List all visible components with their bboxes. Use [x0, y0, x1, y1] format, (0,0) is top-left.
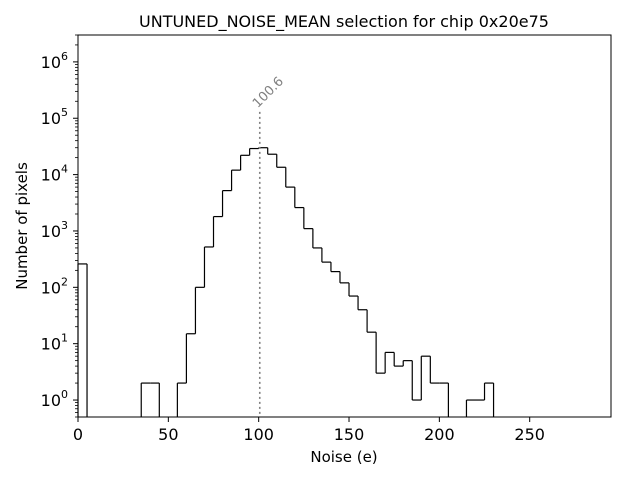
x-tick-label: 100: [243, 425, 274, 444]
y-tick-label: 104: [41, 163, 68, 185]
y-axis-label: Number of pixels: [13, 162, 31, 290]
x-tick-label: 0: [73, 425, 83, 444]
x-tick-label: 250: [514, 425, 545, 444]
y-tick-label: 101: [41, 332, 68, 354]
mean-marker-label: 100.6: [250, 74, 287, 111]
plot-area: 100.6 0 50 100 150 200 250 100 101 102 103 104 105 10…: [41, 34, 612, 444]
y-tick-label: 102: [41, 275, 68, 297]
x-tick-label: 200: [424, 425, 455, 444]
x-tick-label: 50: [158, 425, 178, 444]
y-tick-label: 105: [41, 106, 68, 128]
x-axis-label: Noise (e): [310, 448, 377, 466]
y-tick-label: 100: [41, 388, 68, 410]
y-tick-label: 106: [41, 50, 68, 72]
x-tick-label: 150: [334, 425, 365, 444]
plot-frame: [77, 34, 612, 418]
chart-title: UNTUNED_NOISE_MEAN selection for chip 0x…: [139, 12, 549, 32]
y-tick-label: 103: [41, 219, 68, 241]
